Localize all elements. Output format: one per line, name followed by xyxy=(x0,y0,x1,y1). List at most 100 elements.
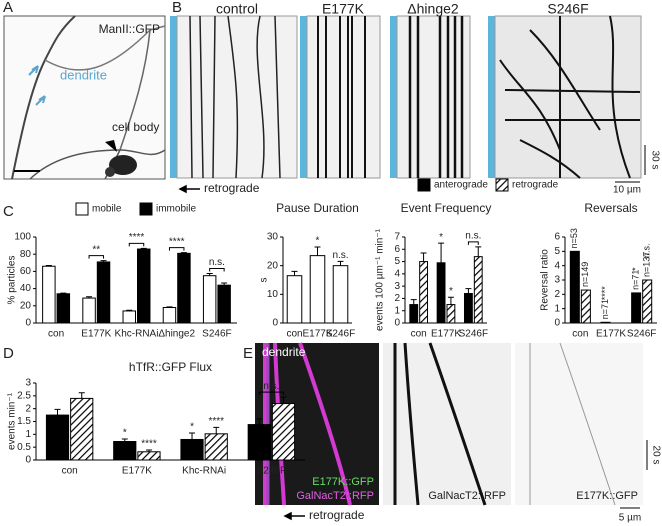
y-tick-label: 3 xyxy=(25,378,31,389)
y-tick-label: 20 xyxy=(20,300,32,311)
bar xyxy=(217,284,231,324)
kymographs-b: control E177K Δhinge2 S246F retrograde 3… xyxy=(170,1,660,196)
bar xyxy=(642,279,653,324)
x-tick-label: S246F xyxy=(459,329,488,340)
bar xyxy=(137,248,151,324)
legend-label: anterograde xyxy=(434,180,488,191)
length-scale: 5 µm xyxy=(619,513,641,524)
image-label: GalNacT2::RFP xyxy=(296,490,374,502)
y-tick-label: 2.5 xyxy=(17,390,31,401)
image-a: ManII::GFP dendrite cell body xyxy=(3,15,166,180)
error-bar xyxy=(54,408,61,416)
y-tick-label: 4 xyxy=(394,268,400,279)
y-tick-label: 80 xyxy=(20,249,32,260)
y-axis-label: % particles xyxy=(7,256,18,305)
bracket xyxy=(467,241,479,245)
error-bar xyxy=(410,299,417,305)
y-tick-label: 5 xyxy=(394,256,400,267)
image-label: dendrite xyxy=(262,345,306,359)
significance: * xyxy=(631,267,641,271)
y-tick-label: 2 xyxy=(394,293,400,304)
error-bar xyxy=(206,273,213,276)
y-tick-label: 4 xyxy=(554,260,560,271)
error-bar xyxy=(60,292,67,294)
bar xyxy=(137,451,161,461)
time-scale: 30 s xyxy=(649,151,660,170)
image-label: E177K::GFP xyxy=(312,476,374,488)
kymograph-title: Δhinge2 xyxy=(407,1,459,17)
x-tick-label: con xyxy=(572,329,588,340)
error-bar xyxy=(280,396,287,404)
kymograph-title: control xyxy=(216,1,258,17)
error-bar xyxy=(447,296,454,305)
legend-swatch xyxy=(417,178,431,192)
significance: **** xyxy=(208,416,224,427)
x-tick-label: E177K xyxy=(302,329,332,340)
significance: **** xyxy=(169,236,185,247)
significance: **** xyxy=(600,286,610,301)
x-tick-label: E177K xyxy=(431,329,461,340)
significance: n.s. xyxy=(465,230,481,241)
direction-label: retrograde xyxy=(204,181,260,195)
error-bar xyxy=(314,246,321,256)
x-tick-label: con xyxy=(286,329,302,340)
y-tick-label: 2 xyxy=(25,403,31,414)
y-tick-label: 0 xyxy=(394,318,400,329)
bar xyxy=(202,275,217,324)
significance: **** xyxy=(129,232,145,243)
legend-label: mobile xyxy=(92,204,122,215)
x-tick-label: Khc-RNAi xyxy=(182,466,226,477)
y-tick-label: 1 xyxy=(554,303,560,314)
bar xyxy=(286,275,303,324)
bracket xyxy=(128,242,145,247)
y-axis-label: s xyxy=(259,278,270,283)
bar xyxy=(332,265,349,324)
bar xyxy=(271,403,296,461)
error-bar xyxy=(465,288,472,294)
error-bar xyxy=(100,260,107,262)
bar xyxy=(419,261,429,324)
x-tick-label: con xyxy=(48,329,64,340)
image-label: dendrite xyxy=(60,67,107,82)
significance: n.s. xyxy=(332,250,348,261)
chart-title: Reversals xyxy=(584,201,637,215)
legend-swatch xyxy=(495,178,509,192)
y-tick-label: 1 xyxy=(394,305,400,316)
significance: * xyxy=(439,232,443,243)
error-bar xyxy=(438,242,445,263)
bar xyxy=(70,397,94,461)
error-bar xyxy=(337,260,344,266)
y-tick-label: 3 xyxy=(394,281,400,292)
bracket xyxy=(168,247,185,251)
x-tick-label: S246F xyxy=(326,329,355,340)
y-tick-label: 1.5 xyxy=(17,416,31,427)
bar xyxy=(82,297,96,324)
image-label: cell body xyxy=(112,120,159,134)
error-bar xyxy=(420,252,427,262)
significance: * xyxy=(316,236,320,247)
bar xyxy=(446,304,456,324)
chart-title: Pause Duration xyxy=(276,201,359,215)
y-tick-label: 0 xyxy=(272,318,278,329)
bracket xyxy=(88,255,105,259)
bar xyxy=(177,252,191,324)
significance: n.s. xyxy=(209,257,225,268)
error-bar xyxy=(291,270,298,276)
panel-label: D xyxy=(3,345,14,362)
error-bar xyxy=(86,296,93,299)
kymograph-title: E177K xyxy=(322,1,365,17)
bar xyxy=(180,438,204,461)
bracket xyxy=(258,391,284,396)
x-tick-label: S246F xyxy=(202,329,231,340)
image-label: ManII::GFP xyxy=(99,22,160,36)
bar xyxy=(473,256,483,324)
panel-label: B xyxy=(172,0,182,16)
bar xyxy=(42,265,56,324)
y-tick-label: 0.5 xyxy=(17,442,31,453)
direction-label: retrograde xyxy=(309,508,365,522)
error-bar xyxy=(78,392,85,399)
bracket xyxy=(209,268,225,272)
bar xyxy=(96,261,111,324)
significance: n.s. xyxy=(263,381,279,392)
image-label: E177K::GFP xyxy=(576,490,638,502)
